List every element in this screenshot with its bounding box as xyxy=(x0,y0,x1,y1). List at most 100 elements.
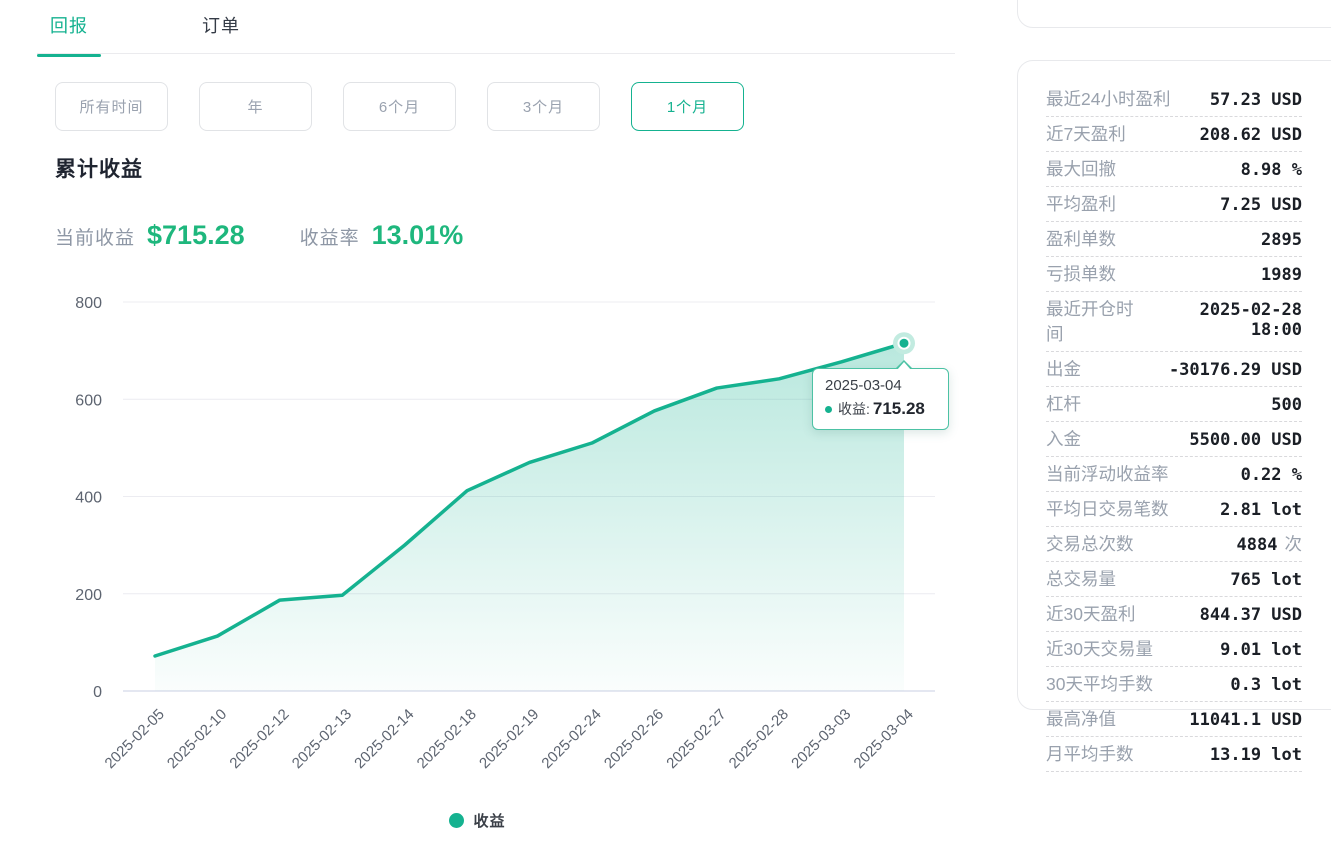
stat-row: 最高净值 11041.1 USD xyxy=(1046,702,1302,737)
stat-row: 近7天盈利 208.62 USD xyxy=(1046,117,1302,152)
stat-row: 盈利单数 2895 xyxy=(1046,222,1302,257)
filter-6-months[interactable]: 6个月 xyxy=(343,82,456,131)
stat-row: 总交易量 765 lot xyxy=(1046,562,1302,597)
stats-panel: 最近24小时盈利 57.23 USD 近7天盈利 208.62 USD 最大回撤 8.98… xyxy=(1017,60,1331,772)
tooltip-series-label: 收益: xyxy=(838,401,870,417)
stat-value: 2025-02-28 18:00 xyxy=(1199,300,1302,340)
stat-row: 30天平均手数 0.3 lot xyxy=(1046,667,1302,702)
svg-text:2025-02-14: 2025-02-14 xyxy=(351,706,417,772)
chart-legend[interactable]: 收益 xyxy=(0,810,955,831)
stat-row: 平均盈利 7.25 USD xyxy=(1046,187,1302,222)
stat-value: -30176.29 USD xyxy=(1168,360,1302,380)
svg-text:2025-02-18: 2025-02-18 xyxy=(414,706,480,772)
card-partial xyxy=(1017,0,1331,28)
svg-text:2025-03-04: 2025-03-04 xyxy=(851,706,917,772)
svg-text:2025-02-26: 2025-02-26 xyxy=(601,706,667,772)
stat-label: 最高净值 xyxy=(1046,709,1116,729)
stat-row: 杠杆 500 xyxy=(1046,387,1302,422)
stat-label: 月平均手数 xyxy=(1046,744,1134,764)
stat-label: 入金 xyxy=(1046,429,1081,449)
svg-text:2025-02-24: 2025-02-24 xyxy=(538,706,604,772)
svg-text:200: 200 xyxy=(75,587,102,604)
svg-text:0: 0 xyxy=(93,684,102,701)
stat-value: 7.25 USD xyxy=(1220,195,1302,215)
stats-rows: 最近24小时盈利 57.23 USD 近7天盈利 208.62 USD 最大回撤 8.98… xyxy=(1046,82,1302,772)
stat-value: 844.37 USD xyxy=(1199,605,1302,625)
stat-value: 13.19 lot xyxy=(1209,745,1302,765)
filter-3-months[interactable]: 3个月 xyxy=(487,82,600,131)
filter-year[interactable]: 年 xyxy=(199,82,312,131)
svg-text:2025-02-19: 2025-02-19 xyxy=(476,706,542,772)
svg-text:2025-02-12: 2025-02-12 xyxy=(226,706,292,772)
stat-value: 2895 xyxy=(1261,230,1302,250)
chart-tooltip: 2025-03-04 收益: 715.28 xyxy=(812,360,949,430)
stat-label: 最近开仓时间 xyxy=(1046,299,1134,344)
stat-row: 亏损单数 1989 xyxy=(1046,257,1302,292)
stat-row: 平均日交易笔数 2.81 lot xyxy=(1046,492,1302,527)
stat-label: 30天平均手数 xyxy=(1046,674,1153,694)
stat-label: 近7天盈利 xyxy=(1046,124,1126,144)
svg-text:2025-03-03: 2025-03-03 xyxy=(788,706,854,772)
svg-text:800: 800 xyxy=(75,295,102,312)
return-rate-value: 13.01% xyxy=(371,220,464,250)
stat-row: 近30天交易量 9.01 lot xyxy=(1046,632,1302,667)
stat-label: 平均日交易笔数 xyxy=(1046,499,1169,519)
stat-value: 500 xyxy=(1271,395,1302,415)
stat-value: 4884 xyxy=(1236,535,1278,555)
stat-row: 最近24小时盈利 57.23 USD xyxy=(1046,82,1302,117)
stat-row: 出金 -30176.29 USD xyxy=(1046,352,1302,387)
stat-value: 8.98 % xyxy=(1240,160,1302,180)
stat-label: 当前浮动收益率 xyxy=(1046,464,1169,484)
stat-value: 0.3 lot xyxy=(1230,675,1302,695)
stat-label: 亏损单数 xyxy=(1046,264,1116,284)
stat-row: 近30天盈利 844.37 USD xyxy=(1046,597,1302,632)
filter-1-month[interactable]: 1个月 xyxy=(631,82,744,131)
summary-line: 当前收益 $715.28 收益率 13.01% xyxy=(55,220,463,251)
tab-returns[interactable]: 回报 xyxy=(37,0,101,57)
svg-text:2025-02-10: 2025-02-10 xyxy=(164,706,230,772)
stat-value: 765 lot xyxy=(1230,570,1302,590)
return-rate-label: 收益率 xyxy=(299,228,360,249)
tab-orders[interactable]: 订单 xyxy=(202,16,240,36)
tooltip-date: 2025-03-04 xyxy=(825,377,902,394)
stat-label: 近30天盈利 xyxy=(1046,604,1136,624)
stat-label: 最大回撤 xyxy=(1046,159,1116,179)
stat-row: 月平均手数 13.19 lot xyxy=(1046,737,1302,772)
svg-text:400: 400 xyxy=(75,490,102,507)
tooltip-value: 715.28 xyxy=(872,399,925,418)
stat-label: 总交易量 xyxy=(1046,569,1116,589)
stat-label: 盈利单数 xyxy=(1046,229,1116,249)
stat-value: 57.23 USD xyxy=(1209,90,1302,110)
stat-value: 2.81 lot xyxy=(1220,500,1302,520)
stat-unit: 次 xyxy=(1284,534,1303,554)
stat-label: 出金 xyxy=(1046,359,1081,379)
tabs-divider xyxy=(37,53,955,54)
stat-value: 5500.00 USD xyxy=(1189,430,1302,450)
stat-label: 平均盈利 xyxy=(1046,194,1116,214)
current-return-label: 当前收益 xyxy=(55,228,136,249)
stat-label: 交易总次数 xyxy=(1046,534,1134,554)
stat-label: 最近24小时盈利 xyxy=(1046,89,1171,109)
stat-label: 杠杆 xyxy=(1046,394,1081,414)
stat-row: 最近开仓时间 2025-02-28 18:00 xyxy=(1046,292,1302,352)
stat-value: 11041.1 USD xyxy=(1189,710,1302,730)
svg-text:2025-02-05: 2025-02-05 xyxy=(102,706,168,772)
svg-text:600: 600 xyxy=(75,392,102,409)
stat-row: 交易总次数 4884 次 xyxy=(1046,527,1302,562)
chart-canvas[interactable]: 02004006008002025-02-052025-02-102025-02… xyxy=(0,287,955,792)
svg-text:2025-02-27: 2025-02-27 xyxy=(663,706,729,772)
stat-row: 入金 5500.00 USD xyxy=(1046,422,1302,457)
svg-text:2025-02-13: 2025-02-13 xyxy=(289,706,355,772)
tab-bar: 回报 订单 xyxy=(37,0,253,57)
stat-row: 当前浮动收益率 0.22 % xyxy=(1046,457,1302,492)
legend-label: 收益 xyxy=(473,813,506,830)
stat-row: 最大回撤 8.98 % xyxy=(1046,152,1302,187)
filter-all-time[interactable]: 所有时间 xyxy=(55,82,168,131)
returns-chart[interactable]: 0 200 400 600 800 2025-02-05 2025-02-10 2025-02… xyxy=(0,287,955,792)
stat-label: 近30天交易量 xyxy=(1046,639,1153,659)
page-title: 累计收益 xyxy=(55,158,143,181)
legend-dot-icon xyxy=(449,813,465,828)
svg-text:2025-02-28: 2025-02-28 xyxy=(726,706,792,772)
stat-value: 9.01 lot xyxy=(1220,640,1302,660)
stat-value: 208.62 USD xyxy=(1199,125,1302,145)
